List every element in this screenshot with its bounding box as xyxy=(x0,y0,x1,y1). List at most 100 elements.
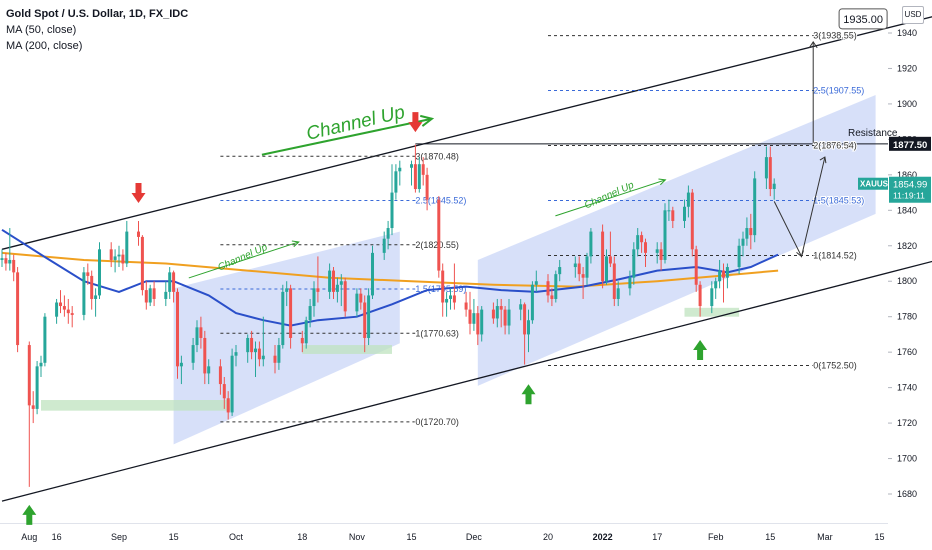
y-tick-label: 1780 xyxy=(897,312,917,322)
candle-44 xyxy=(234,345,238,367)
candle-body xyxy=(250,337,254,353)
candle-body xyxy=(277,345,281,363)
candle-62 xyxy=(335,277,339,303)
candle-93 xyxy=(503,306,507,335)
candle-4 xyxy=(16,267,20,353)
candle-body xyxy=(382,238,386,253)
candle-body xyxy=(667,210,671,212)
candle-body xyxy=(507,309,511,326)
candle-body xyxy=(109,249,113,260)
channel-arrow-2 xyxy=(555,179,666,217)
candle-body xyxy=(98,249,101,296)
candle-113 xyxy=(616,281,620,307)
candle-body xyxy=(222,384,226,399)
candle-body xyxy=(172,272,176,292)
candle-body xyxy=(113,256,117,260)
candle-body xyxy=(725,267,729,278)
candle-39 xyxy=(207,359,211,385)
candle-71 xyxy=(386,220,390,250)
signal-arrow-up-4 xyxy=(693,339,708,360)
candle-body xyxy=(741,238,745,246)
candle-102 xyxy=(554,270,558,303)
y-tick-label: 1760 xyxy=(897,347,917,357)
candle-body xyxy=(367,295,371,338)
candle-body xyxy=(491,309,495,319)
candle-120 xyxy=(659,242,663,271)
candle-26 xyxy=(140,235,144,296)
candle-12 xyxy=(62,295,66,317)
signal-arrow-up-2 xyxy=(22,504,37,525)
candle-135 xyxy=(741,231,745,257)
candle-23 xyxy=(121,249,125,271)
channel-arrow-0 xyxy=(261,117,433,156)
candle-90 xyxy=(491,302,495,324)
candle-91 xyxy=(495,298,499,328)
candle-33 xyxy=(176,288,179,379)
candle-body xyxy=(659,249,663,260)
candle-body xyxy=(476,313,480,335)
candle-body xyxy=(452,295,456,303)
fib-label-8: 2(1820.55) xyxy=(415,240,459,250)
candle-body xyxy=(39,362,43,367)
candle-129 xyxy=(710,281,714,314)
candle-68 xyxy=(367,288,371,346)
candle-101 xyxy=(550,288,554,307)
candle-79 xyxy=(425,167,429,211)
fib-label-11: 0(1720.70) xyxy=(415,417,459,427)
candle-body xyxy=(257,348,261,360)
candle-body xyxy=(585,256,589,278)
candle-70 xyxy=(382,231,386,260)
candle-35 xyxy=(191,337,195,370)
ma50-legend[interactable]: MA (50, close) xyxy=(6,24,77,36)
candle-body xyxy=(519,304,523,310)
candle-body xyxy=(410,164,413,168)
candle-body xyxy=(70,313,74,315)
x-tick-label: 15 xyxy=(406,532,416,542)
candle-body xyxy=(332,270,335,292)
candle-body xyxy=(179,362,183,367)
candle-137 xyxy=(749,213,753,250)
candle-75 xyxy=(410,160,413,186)
candle-25 xyxy=(137,220,140,246)
target-label-box xyxy=(838,8,888,30)
candle-body xyxy=(12,259,16,273)
ma200-legend[interactable]: MA (200, close) xyxy=(6,40,83,52)
candle-body xyxy=(62,306,66,310)
y-tick-label: 1700 xyxy=(897,454,917,464)
candle-123 xyxy=(671,206,675,229)
candle-14 xyxy=(70,306,74,328)
candle-58 xyxy=(312,281,316,317)
symbol-title[interactable]: Gold Spot / U.S. Dollar, 1D, FX_IDC xyxy=(6,8,189,20)
fib-label-1: 2.5(1907.55) xyxy=(813,86,864,96)
candle-132 xyxy=(722,263,725,303)
candle-body xyxy=(554,274,558,299)
candle-30 xyxy=(164,281,168,307)
x-tick-label: Aug xyxy=(21,532,37,542)
x-tick-label: 15 xyxy=(765,532,775,542)
candle-21 xyxy=(113,249,117,273)
fib-label-0: 3(1938.55) xyxy=(813,31,857,41)
candle-2 xyxy=(8,228,12,271)
candle-body xyxy=(722,270,725,278)
candle-7 xyxy=(35,361,39,415)
candle-59 xyxy=(316,256,320,303)
signal-arrow-up-3 xyxy=(521,384,536,405)
currency-button[interactable]: USD xyxy=(902,6,924,24)
candle-body xyxy=(550,295,554,299)
channel-arrow-head-2 xyxy=(658,178,667,186)
candle-body xyxy=(503,309,507,326)
candle-body xyxy=(144,290,148,303)
symbol-tag-box xyxy=(858,177,888,190)
candle-34 xyxy=(179,355,183,385)
countdown-text: 11:19:11 xyxy=(893,191,925,201)
y-tick-label: 1860 xyxy=(897,170,917,180)
candle-38 xyxy=(203,330,207,385)
candle-116 xyxy=(636,228,640,257)
candle-body xyxy=(281,291,285,346)
x-tick-label: 18 xyxy=(297,532,307,542)
candle-body xyxy=(117,254,121,257)
candle-body xyxy=(718,270,722,282)
candle-body xyxy=(710,288,714,307)
